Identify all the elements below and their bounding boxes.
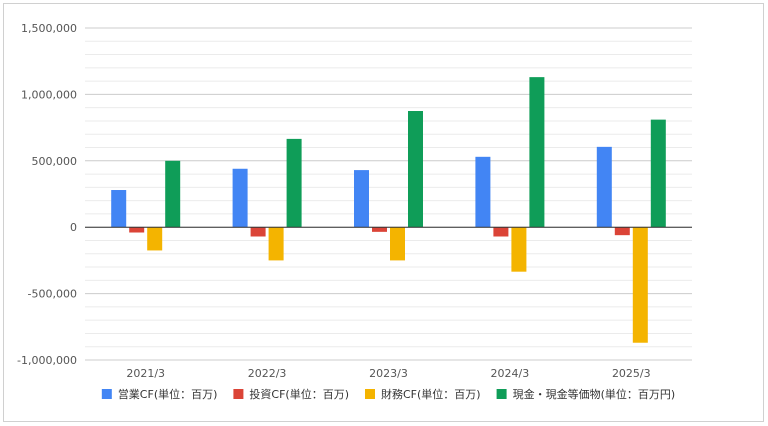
bar-series-0-category-0 — [111, 190, 127, 228]
bar-series-0-category-3 — [475, 156, 491, 228]
y-tick-label: 500,000 — [32, 155, 78, 168]
legend-swatch — [365, 389, 375, 399]
legend-item[interactable]: 営業CF(単位：百万) — [101, 387, 218, 401]
bar-series-2-category-3 — [511, 227, 527, 272]
bar-series-0-category-1 — [232, 168, 248, 228]
x-tick-label: 2021/3 — [126, 367, 165, 380]
bar-series-1-category-3 — [493, 227, 509, 237]
legend-label: 現金・現金等価物(単位：百万円) — [513, 387, 676, 401]
x-tick-label: 2022/3 — [248, 367, 287, 380]
bar-series-3-category-1 — [286, 138, 302, 228]
grid-lines — [85, 27, 692, 361]
legend-swatch — [496, 389, 507, 399]
bar-series-2-category-1 — [268, 227, 284, 261]
y-tick-label: -500,000 — [28, 288, 77, 301]
x-axis-ticks: 2021/3 2022/3 2023/3 2024/3 2025/3 — [126, 367, 650, 380]
y-tick-label: 1,500,000 — [21, 22, 77, 35]
bar-series-0-category-4 — [596, 146, 612, 228]
y-tick-label: 1,000,000 — [21, 88, 77, 101]
bar-series-1-category-2 — [372, 227, 387, 232]
legend-label: 投資CF(単位：百万) — [249, 387, 349, 401]
bar-series-2-category-4 — [632, 227, 648, 343]
bar-series-3-category-3 — [529, 77, 545, 228]
bars — [111, 77, 666, 343]
legend-label: 財務CF(単位：百万) — [381, 387, 481, 401]
x-tick-label: 2023/3 — [369, 367, 408, 380]
legend-item[interactable]: 財務CF(単位：百万) — [365, 387, 481, 401]
bar-series-3-category-2 — [408, 111, 423, 228]
bar-series-2-category-0 — [147, 227, 163, 251]
bar-series-1-category-0 — [129, 227, 145, 233]
bar-series-2-category-2 — [390, 227, 405, 261]
bar-series-1-category-1 — [250, 227, 266, 237]
legend-item[interactable]: 投資CF(単位：百万) — [233, 387, 349, 401]
legend: 営業CF(単位：百万) 投資CF(単位：百万) 財務CF(単位：百万) 現金・現金等価… — [101, 387, 676, 401]
bar-series-0-category-2 — [354, 170, 369, 228]
y-tick-label: 0 — [70, 221, 77, 234]
legend-swatch — [101, 389, 112, 399]
chart-frame — [3, 3, 764, 422]
legend-swatch — [233, 389, 244, 399]
x-tick-label: 2024/3 — [491, 367, 530, 380]
y-axis-ticks: 1,500,000 1,000,000 500,000 0 -500,000 -1,000… — [17, 22, 77, 367]
y-tick-label: -1,000,000 — [17, 354, 77, 367]
legend-label: 営業CF(単位：百万) — [118, 387, 218, 401]
bar-series-1-category-4 — [614, 227, 630, 236]
bar-series-3-category-4 — [650, 119, 666, 228]
legend-item[interactable]: 現金・現金等価物(単位：百万円) — [496, 387, 676, 401]
bar-series-3-category-0 — [165, 160, 181, 228]
x-tick-label: 2025/3 — [612, 367, 651, 380]
